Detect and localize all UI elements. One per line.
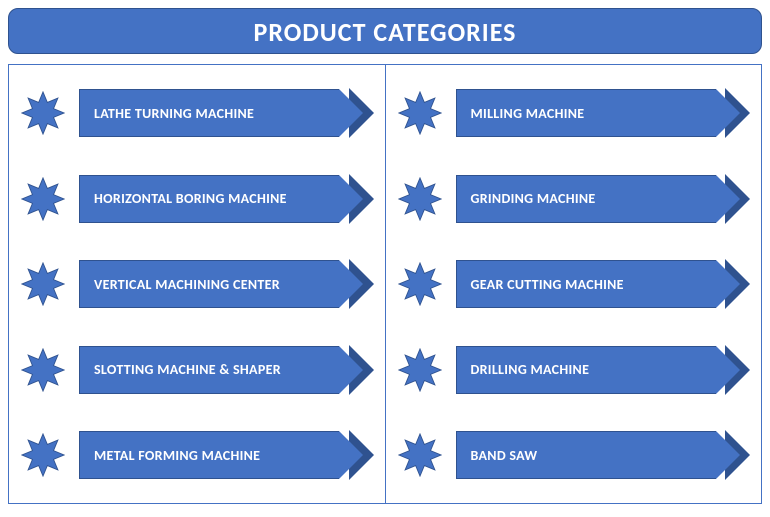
category-arrow: VERTICAL MACHINING CENTER xyxy=(79,260,373,308)
star-icon xyxy=(21,262,65,306)
category-arrow: DRILLING MACHINE xyxy=(456,346,750,394)
header-title: PRODUCT CATEGORIES xyxy=(254,16,517,48)
arrow-head-icon xyxy=(339,431,363,479)
category-label: MILLING MACHINE xyxy=(456,89,716,137)
category-arrow: GEAR CUTTING MACHINE xyxy=(456,260,750,308)
arrow-head-icon xyxy=(339,260,363,308)
category-row: VERTICAL MACHINING CENTER xyxy=(21,254,373,314)
category-arrow: SLOTTING MACHINE & SHAPER xyxy=(79,346,373,394)
category-arrow: METAL FORMING MACHINE xyxy=(79,431,373,479)
arrow-head-icon xyxy=(716,175,740,223)
star-icon xyxy=(398,348,442,392)
star-icon xyxy=(398,262,442,306)
header-banner: PRODUCT CATEGORIES xyxy=(8,8,762,54)
arrow-head-icon xyxy=(716,89,740,137)
arrow-head-icon xyxy=(716,260,740,308)
category-row: GEAR CUTTING MACHINE xyxy=(398,254,750,314)
arrow-head-icon xyxy=(339,175,363,223)
category-label: HORIZONTAL BORING MACHINE xyxy=(79,175,339,223)
category-arrow: HORIZONTAL BORING MACHINE xyxy=(79,175,373,223)
star-icon xyxy=(398,433,442,477)
star-icon xyxy=(21,348,65,392)
category-label: GEAR CUTTING MACHINE xyxy=(456,260,716,308)
star-icon xyxy=(21,433,65,477)
arrow-head-icon xyxy=(339,346,363,394)
star-icon xyxy=(21,91,65,135)
category-label: METAL FORMING MACHINE xyxy=(79,431,339,479)
category-row: MILLING MACHINE xyxy=(398,83,750,143)
star-icon xyxy=(398,91,442,135)
left-column: LATHE TURNING MACHINE HORIZONTAL BORING M… xyxy=(8,64,385,504)
category-label: GRINDING MACHINE xyxy=(456,175,716,223)
category-row: SLOTTING MACHINE & SHAPER xyxy=(21,340,373,400)
category-row: HORIZONTAL BORING MACHINE xyxy=(21,169,373,229)
category-label: SLOTTING MACHINE & SHAPER xyxy=(79,346,339,394)
arrow-head-icon xyxy=(716,431,740,479)
right-column: MILLING MACHINE GRINDING MACHINE GEAR CUTT… xyxy=(385,64,763,504)
category-arrow: BAND SAW xyxy=(456,431,750,479)
category-label: VERTICAL MACHINING CENTER xyxy=(79,260,339,308)
category-arrow: LATHE TURNING MACHINE xyxy=(79,89,373,137)
star-icon xyxy=(21,177,65,221)
category-row: METAL FORMING MACHINE xyxy=(21,425,373,485)
category-row: GRINDING MACHINE xyxy=(398,169,750,229)
star-icon xyxy=(398,177,442,221)
category-arrow: MILLING MACHINE xyxy=(456,89,750,137)
category-label: DRILLING MACHINE xyxy=(456,346,716,394)
category-label: BAND SAW xyxy=(456,431,716,479)
arrow-head-icon xyxy=(716,346,740,394)
arrow-head-icon xyxy=(339,89,363,137)
categories-grid: LATHE TURNING MACHINE HORIZONTAL BORING M… xyxy=(8,64,762,504)
category-row: BAND SAW xyxy=(398,425,750,485)
category-row: DRILLING MACHINE xyxy=(398,340,750,400)
category-label: LATHE TURNING MACHINE xyxy=(79,89,339,137)
category-row: LATHE TURNING MACHINE xyxy=(21,83,373,143)
category-arrow: GRINDING MACHINE xyxy=(456,175,750,223)
